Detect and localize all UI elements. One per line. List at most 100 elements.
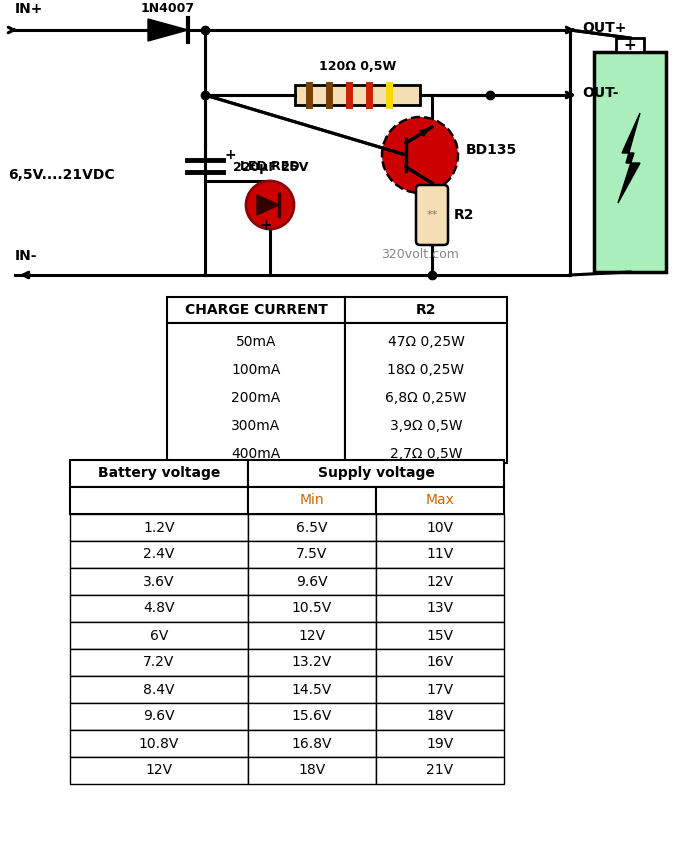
Text: +: + (225, 148, 237, 162)
Bar (70, 649, 248, 676)
Text: 2,7Ω 0,5W: 2,7Ω 0,5W (390, 447, 462, 461)
Bar (376, 568, 504, 595)
Text: 47Ω 0,25W: 47Ω 0,25W (388, 335, 464, 349)
Text: Max: Max (426, 494, 454, 507)
Text: 1.2V: 1.2V (143, 521, 175, 534)
Text: LED RED: LED RED (240, 160, 300, 173)
Bar (376, 622, 504, 649)
Text: 200mA: 200mA (231, 391, 281, 405)
Text: BD135: BD135 (466, 143, 517, 157)
Bar (167, 323, 345, 463)
Text: 50mA: 50mA (236, 335, 276, 349)
Bar (376, 541, 504, 568)
Bar (70, 703, 248, 730)
Bar (376, 595, 504, 622)
Text: 8.4V: 8.4V (143, 683, 175, 696)
Bar (376, 487, 504, 514)
Bar (248, 487, 376, 514)
Polygon shape (148, 19, 188, 41)
Text: IN+: IN+ (15, 2, 43, 16)
Bar (376, 703, 504, 730)
Bar (376, 649, 504, 676)
Bar (70, 676, 248, 703)
Bar (248, 649, 376, 676)
Text: R2: R2 (454, 208, 475, 222)
Text: 19V: 19V (426, 737, 454, 750)
Text: 10.5V: 10.5V (292, 602, 332, 615)
Text: Supply voltage: Supply voltage (317, 467, 435, 480)
Bar (295, 85, 420, 105)
Text: 16.8V: 16.8V (292, 737, 332, 750)
Text: 12V: 12V (298, 629, 325, 642)
Text: OUT+: OUT+ (582, 21, 626, 35)
Bar (345, 323, 507, 463)
Bar (248, 568, 376, 595)
Text: 13V: 13V (426, 602, 454, 615)
Bar (70, 460, 248, 487)
Bar (345, 297, 507, 323)
Text: 120Ω 0,5W: 120Ω 0,5W (319, 60, 396, 73)
Bar (248, 460, 504, 487)
Bar (594, 52, 666, 272)
Bar (248, 622, 376, 649)
Text: Battery voltage: Battery voltage (98, 467, 220, 480)
Text: 7.5V: 7.5V (296, 548, 327, 561)
Bar (70, 595, 248, 622)
Text: **: ** (426, 210, 437, 220)
Bar (376, 757, 504, 784)
Text: +: + (624, 37, 637, 52)
Text: 12V: 12V (146, 764, 173, 777)
Text: 6V: 6V (150, 629, 168, 642)
Text: 100mA: 100mA (231, 363, 281, 377)
Bar (376, 730, 504, 757)
Text: 10.8V: 10.8V (139, 737, 179, 750)
Bar (248, 730, 376, 757)
Text: 2.4V: 2.4V (143, 548, 175, 561)
Text: 300mA: 300mA (231, 419, 281, 433)
Bar (376, 676, 504, 703)
Text: 400mA: 400mA (231, 447, 281, 461)
Bar (248, 595, 376, 622)
Text: 16V: 16V (426, 656, 454, 669)
Text: IN-: IN- (15, 249, 37, 263)
Text: 3.6V: 3.6V (143, 575, 175, 588)
Text: 17V: 17V (426, 683, 454, 696)
Bar (70, 541, 248, 568)
Text: 10V: 10V (426, 521, 454, 534)
Bar (70, 514, 248, 541)
FancyBboxPatch shape (416, 185, 448, 245)
Text: 4.8V: 4.8V (143, 602, 175, 615)
Polygon shape (618, 113, 640, 203)
Bar (167, 297, 345, 323)
Bar (70, 568, 248, 595)
Bar (248, 757, 376, 784)
Circle shape (382, 117, 458, 193)
Circle shape (246, 181, 294, 229)
Text: 18Ω 0,25W: 18Ω 0,25W (387, 363, 464, 377)
Text: 15.6V: 15.6V (292, 710, 332, 723)
Text: OUT-: OUT- (582, 86, 618, 100)
Text: 9.6V: 9.6V (143, 710, 175, 723)
Text: 6,8Ω 0,25W: 6,8Ω 0,25W (385, 391, 466, 405)
Text: 21V: 21V (426, 764, 454, 777)
Bar (70, 622, 248, 649)
Text: 3,9Ω 0,5W: 3,9Ω 0,5W (390, 419, 462, 433)
Text: 12V: 12V (426, 575, 454, 588)
Bar (376, 514, 504, 541)
Text: 18V: 18V (298, 764, 325, 777)
Text: R2: R2 (416, 303, 436, 317)
Bar (248, 514, 376, 541)
Text: 9.6V: 9.6V (296, 575, 327, 588)
Bar (248, 676, 376, 703)
Text: 6,5V....21VDC: 6,5V....21VDC (8, 168, 115, 182)
Bar (70, 757, 248, 784)
Text: 220μF 25V: 220μF 25V (233, 161, 308, 175)
Bar (70, 487, 248, 514)
Text: CHARGE CURRENT: CHARGE CURRENT (184, 303, 327, 317)
Text: 320volt.com: 320volt.com (381, 248, 459, 261)
Text: 6.5V: 6.5V (296, 521, 327, 534)
Text: 18V: 18V (426, 710, 454, 723)
Bar (70, 730, 248, 757)
Bar (248, 703, 376, 730)
Text: +: + (260, 218, 273, 233)
